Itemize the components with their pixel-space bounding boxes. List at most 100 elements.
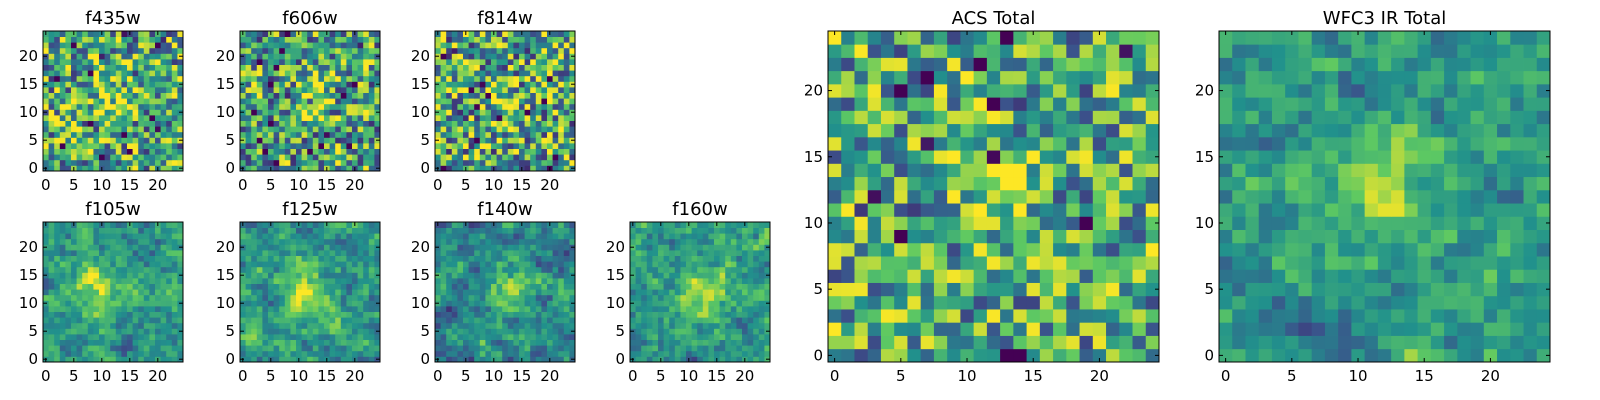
heatmap-cell	[54, 103, 61, 110]
heatmap-cell	[736, 356, 743, 363]
heatmap-cell	[547, 227, 553, 234]
heatmap-cell	[507, 120, 514, 127]
heatmap-cell	[363, 334, 370, 340]
heatmap-cell	[335, 222, 342, 228]
heatmap-cell	[502, 339, 509, 346]
heatmap-cell	[65, 92, 72, 99]
heatmap-cell	[245, 289, 252, 296]
heatmap-cell	[340, 42, 347, 49]
heatmap-cell	[268, 255, 274, 262]
heatmap-cell	[76, 159, 83, 166]
heatmap-cell	[346, 42, 353, 49]
heatmap-cell	[65, 322, 72, 329]
heatmap-cell	[346, 120, 353, 127]
heatmap-cell	[747, 356, 754, 363]
heatmap-cell	[1053, 348, 1067, 363]
heatmap-cell	[507, 255, 514, 262]
heatmap-cell	[468, 143, 475, 149]
y-tick-label: 15	[411, 75, 430, 93]
heatmap-cell	[256, 87, 263, 93]
heatmap-cell	[48, 131, 55, 138]
heatmap-cell	[115, 317, 122, 324]
heatmap-cell	[296, 154, 302, 161]
heatmap-cell	[245, 109, 252, 116]
heatmap-cell	[296, 148, 302, 155]
heatmap-cell	[491, 70, 497, 77]
heatmap-cell	[1132, 256, 1147, 270]
heatmap-cell	[702, 300, 709, 307]
heatmap-cell	[986, 348, 1001, 363]
heatmap-cell	[1119, 348, 1133, 363]
heatmap-cell	[474, 294, 481, 301]
heatmap-cell	[530, 255, 537, 262]
heatmap-cell	[541, 289, 548, 296]
heatmap-cell	[290, 137, 297, 144]
heatmap-cell	[374, 255, 381, 262]
heatmap-cell	[166, 238, 173, 245]
heatmap-cell	[524, 75, 531, 82]
heatmap-cell	[630, 238, 636, 245]
heatmap-cell	[340, 59, 347, 65]
heatmap-cell	[138, 75, 145, 82]
heatmap-cell	[446, 165, 453, 172]
heatmap-cell	[635, 334, 642, 340]
heatmap-cell	[82, 47, 89, 54]
heatmap-cell	[262, 222, 269, 228]
heatmap-cell	[435, 42, 441, 49]
heatmap-cell	[296, 81, 302, 88]
heatmap-cell	[240, 131, 246, 138]
heatmap-cell	[446, 278, 453, 284]
heatmap-cell	[127, 126, 133, 133]
heatmap-cell	[463, 120, 469, 127]
heatmap-cell	[171, 334, 178, 340]
heatmap-cell	[854, 322, 869, 336]
heatmap-cell	[143, 42, 150, 49]
heatmap-cell	[530, 64, 537, 71]
heatmap-cell	[318, 311, 325, 318]
heatmap-cell	[329, 59, 336, 65]
heatmap-cell	[697, 283, 704, 290]
heatmap-cell	[524, 159, 531, 166]
x-tick-label: 0	[433, 367, 443, 385]
heatmap-cell	[1013, 309, 1027, 323]
heatmap-cell	[451, 159, 458, 166]
heatmap-cell	[149, 137, 156, 144]
heatmap-cell	[960, 176, 975, 191]
heatmap-cell	[663, 328, 670, 335]
heatmap-cell	[530, 278, 537, 284]
heatmap-cell	[697, 233, 704, 240]
y-tick-label: 20	[19, 47, 38, 65]
heatmap-cell	[691, 227, 698, 234]
heatmap-cell	[714, 300, 720, 307]
heatmap-cell	[558, 328, 565, 335]
heatmap-cell	[691, 278, 698, 284]
heatmap-cell	[558, 154, 565, 161]
heatmap-cell	[279, 42, 286, 49]
heatmap-cell	[346, 53, 353, 60]
heatmap-cell	[43, 143, 49, 149]
heatmap-cell	[324, 137, 330, 144]
heatmap-cell	[491, 126, 497, 133]
heatmap-cell	[262, 120, 269, 127]
heatmap-cell	[374, 31, 381, 37]
heatmap-cell	[479, 137, 486, 144]
heatmap-cell	[240, 238, 246, 245]
heatmap-cell	[43, 350, 49, 357]
heatmap-cell	[110, 266, 117, 273]
heatmap-cell	[324, 322, 330, 329]
heatmap-cell	[104, 92, 111, 99]
heatmap-cell	[363, 250, 370, 256]
heatmap-cell	[502, 255, 509, 262]
heatmap-cell	[630, 311, 636, 318]
heatmap-cell	[474, 154, 481, 161]
heatmap-cell	[867, 309, 882, 323]
heatmap-cell	[177, 47, 184, 54]
heatmap-cell	[160, 103, 167, 110]
heatmap-cell	[301, 103, 308, 110]
heatmap-cell	[736, 289, 743, 296]
heatmap-cell	[1000, 309, 1014, 323]
heatmap-cell	[485, 328, 492, 335]
heatmap-cell	[65, 98, 72, 105]
heatmap-cell	[149, 350, 156, 357]
heatmap-cell	[312, 53, 319, 60]
